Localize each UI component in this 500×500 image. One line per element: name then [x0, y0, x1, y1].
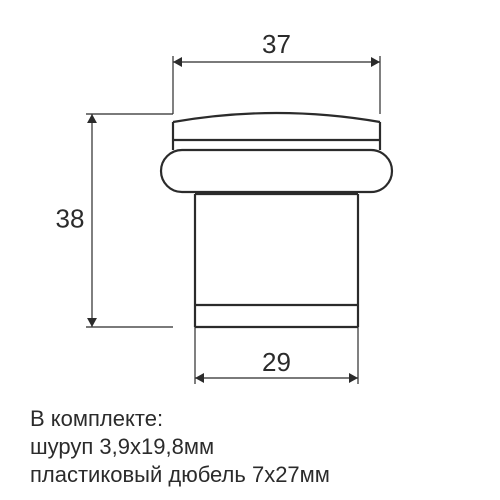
caption-line-2: пластиковый дюбель 7х27мм [30, 462, 330, 487]
dim-bottom-29-value: 29 [262, 347, 291, 377]
included-items-caption: В комплекте: шуруп 3,9х19,8мм пластиковый … [30, 406, 330, 487]
dim-left-38-value: 38 [56, 203, 85, 233]
dim-bottom-29: 29 [195, 327, 358, 384]
dim-left-38: 38 [56, 114, 173, 327]
doorstop-drawing [161, 113, 392, 327]
caption-line-0: В комплекте: [30, 406, 163, 431]
dim-top-37: 37 [173, 29, 380, 114]
dim-top-37-value: 37 [262, 29, 291, 59]
caption-line-1: шуруп 3,9х19,8мм [30, 434, 214, 459]
